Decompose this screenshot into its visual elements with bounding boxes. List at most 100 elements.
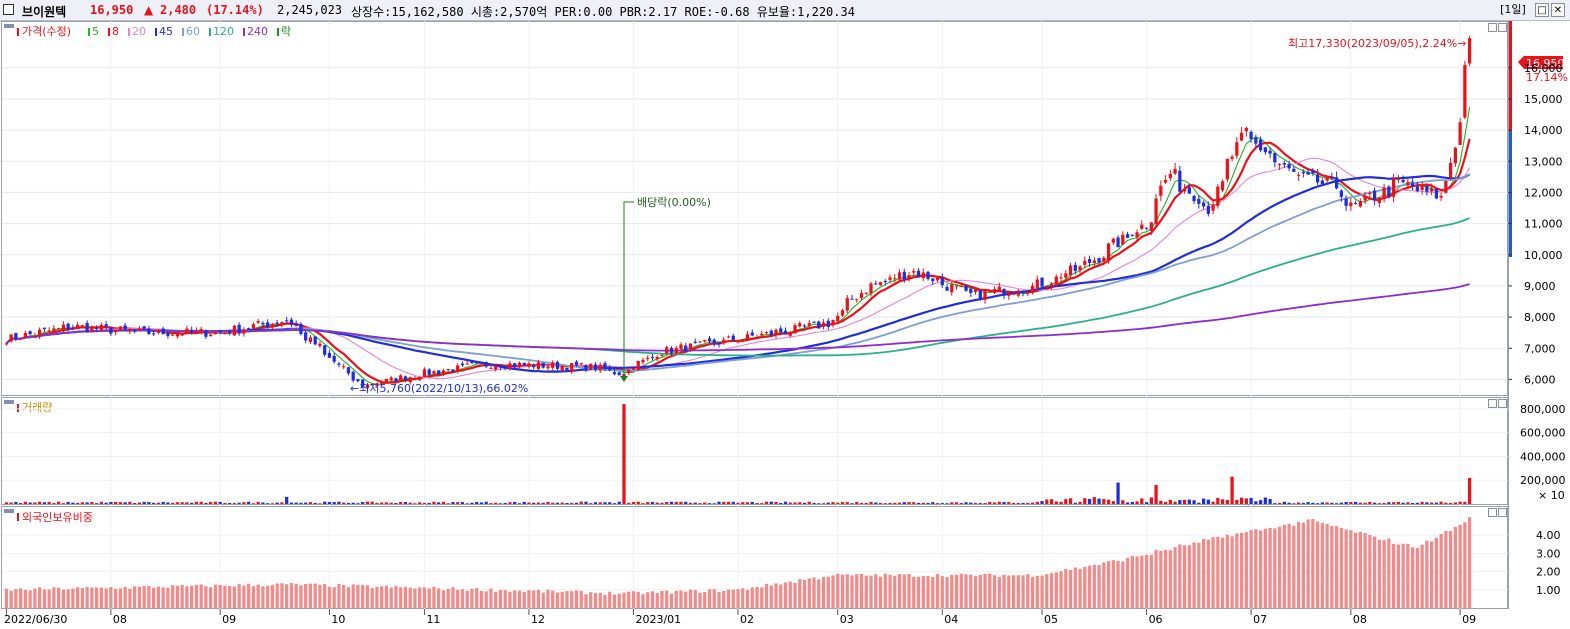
- foreign-bar: [61, 589, 66, 608]
- svg-text:16,950: 16,950: [1526, 57, 1565, 70]
- candle: [1311, 168, 1315, 176]
- volume-bar: [769, 501, 773, 504]
- candle: [95, 325, 99, 332]
- candle: [351, 370, 355, 383]
- foreign-bar: [437, 588, 441, 608]
- volume-bar: [745, 502, 750, 504]
- volume-bar: [427, 502, 431, 504]
- candle: [574, 360, 579, 367]
- legend-ma-60: 60: [186, 25, 200, 38]
- candle: [1040, 277, 1044, 289]
- foreign-bar: [1197, 542, 1201, 608]
- volume-bar: [356, 503, 360, 504]
- candle: [33, 332, 37, 338]
- foreign-bar: [755, 587, 759, 608]
- foreign-bar: [617, 593, 621, 608]
- candle: [555, 360, 560, 372]
- volume-bar: [1035, 501, 1039, 504]
- candle: [9, 334, 13, 343]
- candle: [1182, 183, 1187, 194]
- volume-bar: [726, 501, 731, 504]
- foreign-bar: [1249, 530, 1253, 608]
- volume-bar: [104, 502, 108, 504]
- volume-bar: [1130, 501, 1134, 504]
- volume-bar: [1144, 502, 1149, 504]
- stock-name[interactable]: 브이원텍: [22, 5, 67, 19]
- volume-bar: [859, 502, 864, 504]
- candle: [1102, 256, 1106, 266]
- foreign-bar: [840, 574, 845, 608]
- foreign-bar: [1106, 561, 1111, 608]
- volume-bar: [441, 501, 446, 504]
- foreign-bar: [99, 587, 104, 608]
- foreign-bar: [161, 587, 165, 608]
- legend-ma-5-swatch: [88, 28, 90, 36]
- volume-ytick: 200,000: [1520, 474, 1566, 487]
- volume-bar: [1410, 502, 1415, 504]
- volume-bar: [346, 502, 351, 504]
- volume-bar: [916, 502, 921, 504]
- foreign-bar: [916, 576, 921, 608]
- candle: [1292, 165, 1296, 172]
- foreign-bar: [503, 590, 507, 608]
- volume-bar: [370, 501, 374, 504]
- candle: [836, 312, 840, 322]
- candle: [855, 298, 859, 303]
- volume-bar: [33, 502, 37, 504]
- foreign-bar: [978, 574, 982, 608]
- volume-bar: [1087, 498, 1092, 504]
- candle: [384, 378, 389, 384]
- candle: [845, 294, 849, 314]
- stock-chart[interactable]: 가격(수정) 5 8 20 45 60 120 240 락 거래량 외국인보유비중 배당락(0…: [0, 21, 1570, 629]
- candle: [90, 325, 94, 333]
- candle: [1230, 154, 1234, 162]
- foreign-bar: [275, 583, 279, 608]
- volume-bar: [1292, 503, 1296, 504]
- candle: [831, 319, 835, 328]
- foreign-bar: [14, 589, 18, 608]
- period-button[interactable]: [1일]: [1500, 3, 1526, 16]
- chart-checkbox[interactable]: [3, 4, 14, 15]
- volume-bar: [313, 502, 317, 504]
- candle: [584, 364, 588, 373]
- volume-bar: [380, 502, 384, 504]
- candle: [1244, 126, 1248, 137]
- foreign-ytick: 4.00: [1536, 529, 1561, 542]
- candle: [1026, 290, 1030, 296]
- foreign-bar: [199, 584, 203, 608]
- foreign-bar: [508, 591, 512, 608]
- panel-buttons[interactable]: [1488, 23, 1507, 517]
- volume-bar: [665, 502, 669, 504]
- foreign-bar: [446, 588, 450, 608]
- foreign-bar: [460, 589, 465, 608]
- volume-bar: [760, 503, 764, 504]
- volume-bar: [1064, 499, 1068, 504]
- maximize-button[interactable]: □: [1535, 3, 1549, 17]
- foreign-bar: [9, 590, 13, 608]
- candle: [1249, 130, 1253, 143]
- foreign-bar: [166, 587, 170, 608]
- close-button[interactable]: ✕: [1551, 3, 1565, 17]
- foreign-bar: [855, 574, 859, 608]
- foreign-bar: [959, 573, 963, 608]
- foreign-bar: [484, 591, 488, 608]
- volume-bar: [826, 502, 830, 504]
- candle: [266, 319, 270, 329]
- candle: [517, 361, 522, 369]
- volume-bar: [707, 503, 712, 504]
- foreign-bar: [204, 586, 208, 608]
- foreign-bar: [1382, 540, 1386, 608]
- foreign-bar: [223, 585, 227, 608]
- legend-ma-20: 20: [132, 25, 146, 38]
- foreign-bar: [384, 585, 389, 608]
- candle: [1263, 146, 1267, 155]
- volume-bar: [465, 503, 469, 504]
- volume-bars: [2, 404, 1508, 504]
- volume-bar: [1429, 502, 1434, 504]
- foreign-bar: [883, 573, 887, 608]
- volume-bar: [351, 502, 355, 504]
- candle: [118, 326, 123, 331]
- volume-bar: [1353, 501, 1358, 504]
- candle: [470, 361, 474, 364]
- candle: [1277, 163, 1282, 171]
